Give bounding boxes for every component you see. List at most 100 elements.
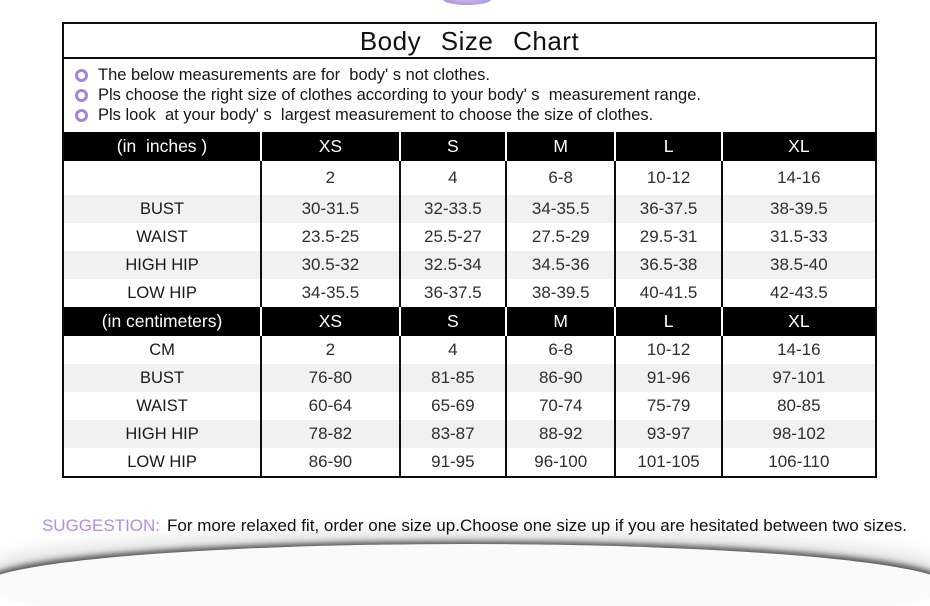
- measurement-label-cell: WAIST: [136, 396, 188, 415]
- size-value-cell: 60-64: [260, 392, 400, 420]
- measurement-label-cell: BUST: [140, 199, 185, 218]
- size-value-cell: 4: [398, 336, 506, 364]
- size-value-cell: 91-95: [398, 448, 506, 476]
- size-table-row: WAIST 60-64 65-69 70-74 75-79 80-85: [64, 392, 875, 420]
- suggestion-label: SUGGESTION:: [41, 516, 161, 535]
- size-table-row: WAIST 23.5-25 25.5-27 27.5-29 29.5-31 31.5-33: [64, 223, 875, 251]
- unit-label-header: (in centimeters): [64, 307, 262, 336]
- size-table-header-row: (in inches ) XS S M L XL: [64, 132, 875, 161]
- size-value-cell: 88-92: [504, 420, 616, 448]
- measurement-label-cell: LOW HIP: [127, 452, 197, 471]
- size-table-row: LOW HIP 86-90 91-95 96-100 101-105 106-110: [64, 448, 875, 476]
- size-value-cell: 75-79: [614, 392, 722, 420]
- size-column-header: XS: [260, 132, 400, 161]
- size-value-cell: 38-39.5: [504, 279, 616, 307]
- measurement-label-cell: CM: [149, 340, 175, 359]
- size-table-row: BUST 30-31.5 32-33.5 34-35.5 36-37.5 38-39.5: [64, 195, 875, 223]
- size-column-header: L: [614, 307, 722, 336]
- size-column-header: XS: [260, 307, 400, 336]
- note-item: Pls choose the right size of clothes acc…: [72, 85, 869, 105]
- bullet-ring-icon: [75, 68, 88, 82]
- measurement-label-cell: HIGH HIP: [125, 424, 199, 443]
- size-table-row: LOW HIP 34-35.5 36-37.5 38-39.5 40-41.5 42-43…: [64, 279, 875, 307]
- size-value-cell: 106-110: [720, 448, 875, 476]
- size-value-cell: 40-41.5: [614, 279, 722, 307]
- size-column-header: S: [398, 132, 506, 161]
- size-value-cell: 93-97: [614, 420, 722, 448]
- size-value-cell: 27.5-29: [504, 223, 616, 251]
- size-value-cell: 2: [260, 336, 400, 364]
- size-column-header: L: [614, 132, 722, 161]
- size-table: (in inches ) XS S M L XL 2 4 6-8 10-12 14-16 BUST 30…: [64, 132, 875, 476]
- size-value-cell: 32.5-34: [398, 251, 506, 279]
- size-value-cell: 6-8: [504, 336, 616, 364]
- size-value-cell: 34-35.5: [260, 279, 400, 307]
- note-text: Pls look at your body' s largest measure…: [98, 105, 654, 124]
- size-table-row: HIGH HIP 78-82 83-87 88-92 93-97 98-102: [64, 420, 875, 448]
- size-value-cell: 31.5-33: [720, 223, 875, 251]
- size-value-cell: 29.5-31: [614, 223, 722, 251]
- size-table-row: HIGH HIP 30.5-32 32.5-34 34.5-36 36.5-38 38.5…: [64, 251, 875, 279]
- size-value-cell: 97-101: [720, 364, 875, 392]
- measurement-label-cell: WAIST: [136, 227, 188, 246]
- size-value-cell: 86-90: [260, 448, 400, 476]
- size-column-header: XL: [720, 132, 875, 161]
- size-table-row: BUST 76-80 81-85 86-90 91-96 97-101: [64, 364, 875, 392]
- size-value-cell: 42-43.5: [720, 279, 875, 307]
- size-value-cell: 14-16: [720, 336, 875, 364]
- note-text: Pls choose the right size of clothes acc…: [98, 85, 701, 104]
- size-table-row: 2 4 6-8 10-12 14-16: [64, 161, 875, 195]
- size-value-cell: 70-74: [504, 392, 616, 420]
- size-value-cell: 36.5-38: [614, 251, 722, 279]
- notes-list: The below measurements are for body' s n…: [64, 59, 875, 132]
- unit-label-header: (in inches ): [64, 132, 262, 161]
- note-text: The below measurements are for body' s n…: [98, 65, 491, 84]
- size-column-header: M: [504, 307, 616, 336]
- size-value-cell: 34.5-36: [504, 251, 616, 279]
- size-value-cell: 65-69: [398, 392, 506, 420]
- size-value-cell: 81-85: [398, 364, 506, 392]
- size-value-cell: 34-35.5: [504, 195, 616, 223]
- size-value-cell: 32-33.5: [398, 195, 506, 223]
- size-value-cell: 96-100: [504, 448, 616, 476]
- note-item: Pls look at your body' s largest measure…: [72, 105, 869, 125]
- size-value-cell: 86-90: [504, 364, 616, 392]
- size-value-cell: 76-80: [260, 364, 400, 392]
- size-value-cell: 10-12: [614, 336, 722, 364]
- size-value-cell: 14-16: [720, 161, 875, 195]
- size-value-cell: 83-87: [398, 420, 506, 448]
- suggestion-line: SUGGESTION: For more relaxed fit, order o…: [0, 496, 930, 556]
- size-value-cell: 25.5-27: [398, 223, 506, 251]
- size-value-cell: 36-37.5: [614, 195, 722, 223]
- size-value-cell: 36-37.5: [398, 279, 506, 307]
- size-chart-panel: Body Size Chart The below measurements a…: [62, 22, 877, 478]
- size-value-cell: 30-31.5: [260, 195, 400, 223]
- size-value-cell: 10-12: [614, 161, 722, 195]
- purple-dot-ornament-icon: [443, 0, 491, 5]
- size-column-header: M: [504, 132, 616, 161]
- size-value-cell: 91-96: [614, 364, 722, 392]
- size-value-cell: 2: [260, 161, 400, 195]
- suggestion-text: For more relaxed fit, order one size up.…: [167, 516, 907, 535]
- size-column-header: S: [398, 307, 506, 336]
- size-value-cell: 38.5-40: [720, 251, 875, 279]
- page-title: Body Size Chart: [64, 24, 875, 59]
- bullet-ring-icon: [75, 88, 88, 102]
- size-table-header-row: (in centimeters) XS S M L XL: [64, 307, 875, 336]
- measurement-label-cell: BUST: [140, 368, 185, 387]
- note-item: The below measurements are for body' s n…: [72, 65, 869, 85]
- size-value-cell: 4: [398, 161, 506, 195]
- measurement-label-cell: [64, 161, 261, 195]
- bullet-ring-icon: [75, 108, 88, 122]
- size-value-cell: 23.5-25: [260, 223, 400, 251]
- size-value-cell: 30.5-32: [260, 251, 400, 279]
- measurement-label-cell: LOW HIP: [127, 283, 197, 302]
- size-value-cell: 80-85: [720, 392, 875, 420]
- measurement-label-cell: HIGH HIP: [125, 255, 199, 274]
- size-table-row: CM 2 4 6-8 10-12 14-16: [64, 336, 875, 364]
- size-value-cell: 78-82: [260, 420, 400, 448]
- size-value-cell: 38-39.5: [720, 195, 875, 223]
- size-column-header: XL: [720, 307, 875, 336]
- size-value-cell: 98-102: [720, 420, 875, 448]
